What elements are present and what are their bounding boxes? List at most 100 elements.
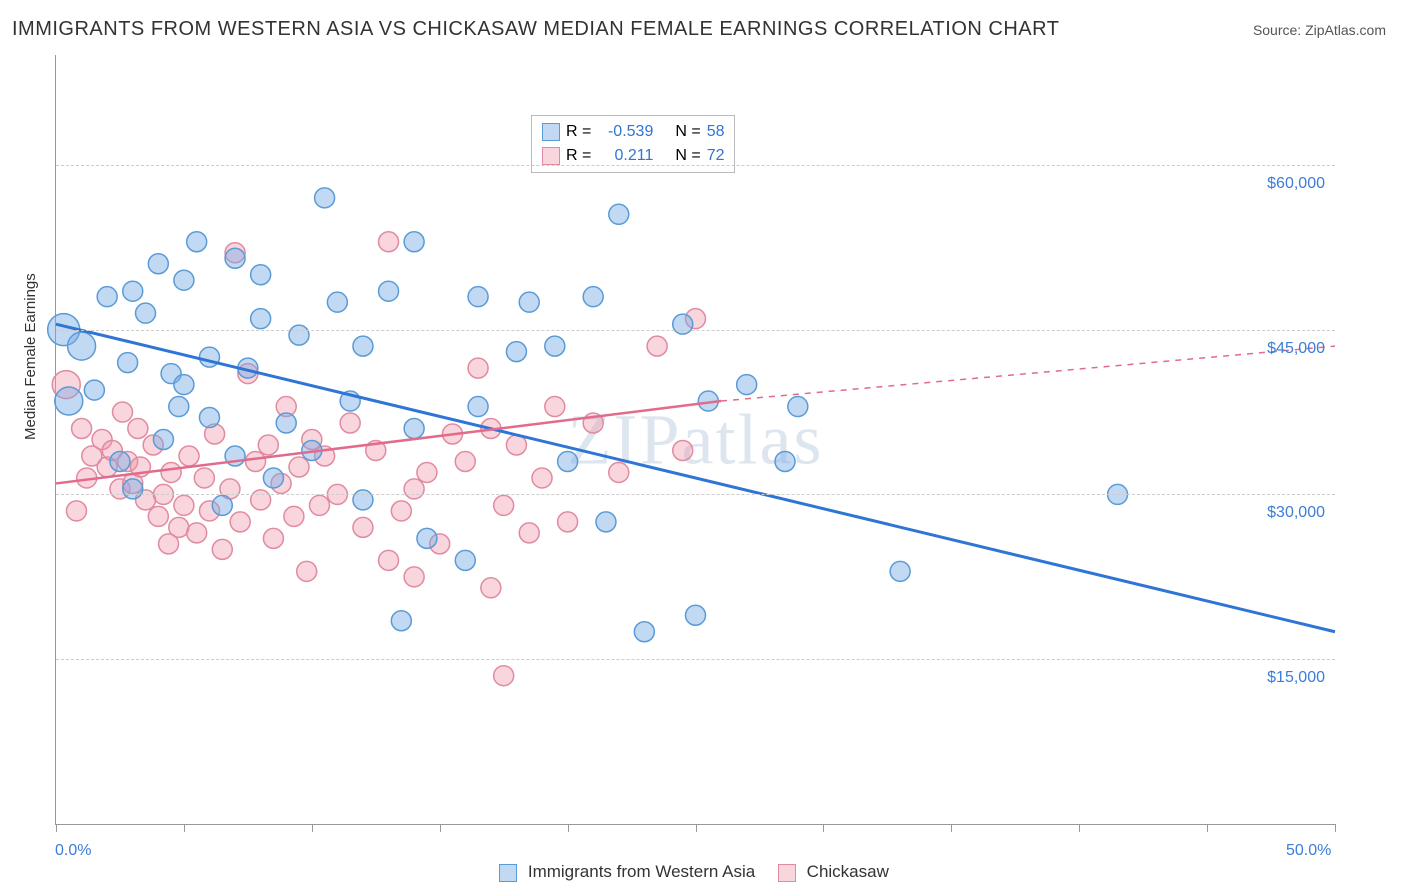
data-point bbox=[391, 501, 411, 521]
x-tick bbox=[1335, 824, 1336, 832]
data-point bbox=[494, 666, 514, 686]
x-tick bbox=[568, 824, 569, 832]
data-point bbox=[246, 451, 266, 471]
data-point bbox=[353, 336, 373, 356]
data-point bbox=[609, 204, 629, 224]
data-point bbox=[417, 528, 437, 548]
data-point bbox=[379, 281, 399, 301]
data-point bbox=[159, 534, 179, 554]
data-point bbox=[225, 248, 245, 268]
data-point bbox=[673, 440, 693, 460]
gridline-h bbox=[56, 330, 1335, 331]
legend-swatch-pink bbox=[542, 147, 560, 165]
data-point bbox=[532, 468, 552, 488]
data-point bbox=[455, 550, 475, 570]
data-point bbox=[481, 578, 501, 598]
data-point bbox=[123, 479, 143, 499]
y-tick-label: $45,000 bbox=[1267, 340, 1325, 358]
y-tick-label: $15,000 bbox=[1267, 669, 1325, 687]
x-tick bbox=[312, 824, 313, 832]
data-point bbox=[468, 358, 488, 378]
data-point bbox=[545, 397, 565, 417]
data-point bbox=[596, 512, 616, 532]
data-point bbox=[148, 254, 168, 274]
data-point bbox=[110, 451, 130, 471]
data-point bbox=[258, 435, 278, 455]
data-point bbox=[187, 523, 207, 543]
data-point bbox=[212, 495, 232, 515]
data-point bbox=[686, 605, 706, 625]
data-point bbox=[153, 430, 173, 450]
gridline-h bbox=[56, 494, 1335, 495]
x-tick bbox=[184, 824, 185, 832]
data-point bbox=[263, 528, 283, 548]
data-point bbox=[169, 397, 189, 417]
data-point bbox=[519, 292, 539, 312]
data-point bbox=[890, 561, 910, 581]
data-point bbox=[187, 232, 207, 252]
x-tick bbox=[56, 824, 57, 832]
data-point bbox=[174, 375, 194, 395]
data-point bbox=[136, 303, 156, 323]
data-point bbox=[404, 232, 424, 252]
x-tick bbox=[1207, 824, 1208, 832]
data-point bbox=[315, 188, 335, 208]
data-point bbox=[251, 490, 271, 510]
data-point bbox=[583, 287, 603, 307]
data-point bbox=[379, 232, 399, 252]
data-point bbox=[673, 314, 693, 334]
data-point bbox=[775, 451, 795, 471]
data-point bbox=[519, 523, 539, 543]
data-point bbox=[558, 512, 578, 532]
data-point bbox=[353, 517, 373, 537]
data-point bbox=[161, 462, 181, 482]
gridline-h bbox=[56, 165, 1335, 166]
data-point bbox=[284, 506, 304, 526]
legend-bottom-swatch-blue bbox=[499, 864, 517, 882]
x-tick bbox=[823, 824, 824, 832]
data-point bbox=[199, 408, 219, 428]
data-point bbox=[174, 495, 194, 515]
data-point bbox=[494, 495, 514, 515]
legend-row-series1: R = -0.539 N = 58 bbox=[542, 120, 724, 144]
gridline-h bbox=[56, 659, 1335, 660]
data-point bbox=[276, 413, 296, 433]
data-point bbox=[179, 446, 199, 466]
legend-r-label: R = bbox=[566, 120, 591, 144]
x-tick bbox=[1079, 824, 1080, 832]
data-point bbox=[788, 397, 808, 417]
legend-bottom-label-2: Chickasaw bbox=[807, 862, 889, 881]
data-point bbox=[68, 332, 96, 360]
data-point bbox=[72, 419, 92, 439]
data-point bbox=[230, 512, 250, 532]
x-tick bbox=[951, 824, 952, 832]
data-point bbox=[174, 270, 194, 290]
data-point bbox=[634, 622, 654, 642]
source-label: Source: ZipAtlas.com bbox=[1253, 22, 1386, 38]
trend-line bbox=[56, 324, 1335, 632]
y-tick-label: $30,000 bbox=[1267, 504, 1325, 522]
x-tick-label-end: 50.0% bbox=[1286, 842, 1331, 860]
x-tick bbox=[696, 824, 697, 832]
data-point bbox=[609, 462, 629, 482]
data-point bbox=[391, 611, 411, 631]
data-point bbox=[297, 561, 317, 581]
data-point bbox=[309, 495, 329, 515]
data-point bbox=[194, 468, 214, 488]
data-point bbox=[55, 387, 83, 415]
data-point bbox=[84, 380, 104, 400]
data-point bbox=[737, 375, 757, 395]
data-point bbox=[404, 567, 424, 587]
data-point bbox=[289, 325, 309, 345]
data-point bbox=[468, 287, 488, 307]
data-point bbox=[251, 265, 271, 285]
data-point bbox=[66, 501, 86, 521]
legend-swatch-blue bbox=[542, 123, 560, 141]
data-point bbox=[404, 479, 424, 499]
data-point bbox=[128, 419, 148, 439]
data-point bbox=[545, 336, 565, 356]
data-point bbox=[340, 413, 360, 433]
x-tick bbox=[440, 824, 441, 832]
legend-n-value-1: 58 bbox=[707, 120, 725, 144]
chart-title: IMMIGRANTS FROM WESTERN ASIA VS CHICKASA… bbox=[12, 18, 1059, 41]
